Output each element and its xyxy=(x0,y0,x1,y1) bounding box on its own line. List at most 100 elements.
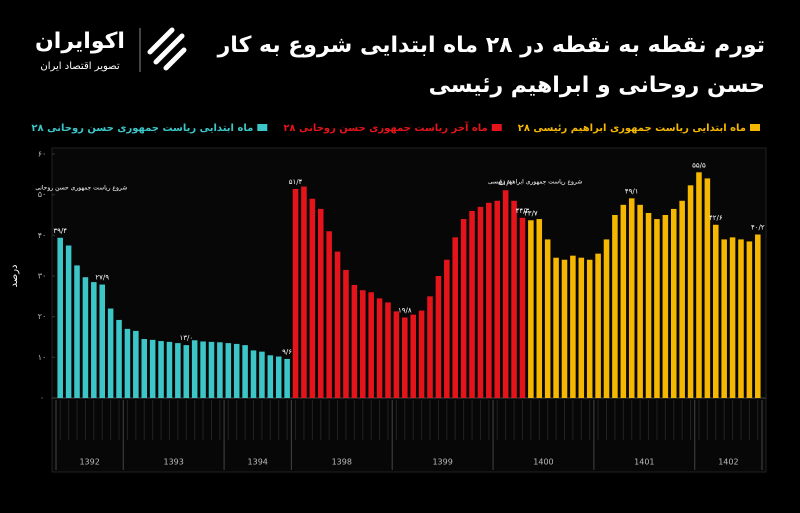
chart-title: حسن روحانی و ابراهیم رئیسی xyxy=(429,73,765,98)
bar xyxy=(528,220,534,398)
data-label: ۴۲/۶ xyxy=(709,214,723,222)
bar xyxy=(469,210,475,398)
bar xyxy=(217,342,223,398)
bar xyxy=(460,219,467,398)
y-tick-label: ۳۰ xyxy=(38,272,47,281)
data-label: ۴۰/۲ xyxy=(751,224,765,232)
bar xyxy=(486,202,492,398)
logo: اکوایران تصویر اقتصاد ایران xyxy=(35,27,187,72)
bar xyxy=(670,208,677,398)
x-group-label: 1402 xyxy=(718,458,738,467)
bar xyxy=(755,234,761,398)
bar xyxy=(326,231,332,398)
bar xyxy=(410,314,416,398)
y-tick-label: ۱۰ xyxy=(38,353,47,362)
x-group-label: 1398 xyxy=(332,458,352,467)
bar xyxy=(561,259,568,398)
bar xyxy=(418,310,425,398)
bar xyxy=(511,200,517,398)
y-tick-label: ۰ xyxy=(40,394,44,403)
x-group-label: 1401 xyxy=(634,458,654,467)
bar xyxy=(696,172,702,398)
data-label: ۴۹/۱ xyxy=(625,187,639,195)
bar xyxy=(477,206,484,398)
bar xyxy=(250,350,257,398)
bar xyxy=(200,341,206,398)
bar xyxy=(267,355,274,398)
brand-name: اکوایران xyxy=(35,29,125,54)
bar xyxy=(519,217,526,398)
bar xyxy=(376,298,383,398)
x-group-label: 1392 xyxy=(79,458,99,467)
legend-swatch xyxy=(491,124,502,131)
bar xyxy=(444,259,450,398)
bar xyxy=(334,251,341,398)
bar xyxy=(393,311,400,398)
bar xyxy=(208,341,215,398)
bar xyxy=(637,204,643,398)
annotation: شروع ریاست جمهوری حسن روحانی xyxy=(35,185,127,192)
bar xyxy=(292,188,299,398)
bar xyxy=(191,340,198,398)
x-group-label: 1400 xyxy=(533,458,553,467)
legend-label: ۲۸ ماه آخر ریاست جمهوری حسن روحانی xyxy=(283,121,487,134)
bar xyxy=(603,239,610,398)
bar xyxy=(141,339,148,398)
bar xyxy=(360,290,366,398)
y-axis-label: درصد xyxy=(9,264,20,287)
bar xyxy=(149,339,156,398)
bar xyxy=(99,284,105,398)
x-group-label: 1394 xyxy=(248,458,268,467)
bar xyxy=(368,292,374,398)
bar xyxy=(729,237,736,398)
bar xyxy=(612,215,618,398)
bar xyxy=(301,186,307,398)
bar xyxy=(124,328,131,398)
bar xyxy=(284,358,290,398)
data-label: ۱۹/۸ xyxy=(398,306,412,314)
bar xyxy=(746,241,753,398)
bar xyxy=(679,200,685,398)
bar xyxy=(738,239,744,398)
bar xyxy=(654,219,660,398)
bar xyxy=(544,239,551,398)
bar xyxy=(242,345,248,398)
bar xyxy=(385,302,391,398)
bar xyxy=(133,330,139,398)
bar xyxy=(578,257,585,398)
data-label: ۲۷/۹ xyxy=(95,274,109,282)
y-tick-label: ۶۰ xyxy=(38,150,47,159)
bar xyxy=(166,341,173,398)
bar xyxy=(343,269,349,398)
bar xyxy=(494,200,501,398)
bar xyxy=(645,212,652,398)
data-label: ۴۴/۳ xyxy=(516,207,530,215)
bar xyxy=(620,204,627,398)
data-label: ۵۱/۱ xyxy=(499,179,513,187)
bar xyxy=(351,284,358,398)
bar xyxy=(74,265,80,398)
bar xyxy=(107,308,114,398)
data-label: ۵۱/۴ xyxy=(289,178,303,186)
bar xyxy=(158,341,164,398)
bar xyxy=(183,345,190,398)
chart-title: تورم نقطه به نقطه در ۲۸ ماه ابتدایی شروع… xyxy=(217,33,765,58)
legend-label: ۲۸ ماه ابتدایی ریاست جمهوری ابراهیم رئیس… xyxy=(518,123,746,134)
bar xyxy=(91,282,97,398)
bar xyxy=(427,296,433,398)
bar xyxy=(57,237,63,398)
bar xyxy=(553,257,559,398)
bar xyxy=(662,215,669,398)
legend-swatch xyxy=(750,124,760,131)
data-label: ۳۹/۴ xyxy=(53,227,67,235)
bar xyxy=(402,317,408,398)
bar xyxy=(704,178,711,398)
y-tick-label: ۴۰ xyxy=(38,231,47,240)
bar xyxy=(65,245,72,398)
annotation: شروع ریاست جمهوری ابراهیم رئیسی xyxy=(488,179,582,186)
bar xyxy=(275,356,282,398)
bar xyxy=(452,237,458,398)
bar xyxy=(116,319,122,398)
data-label: ۹/۶ xyxy=(282,348,292,356)
